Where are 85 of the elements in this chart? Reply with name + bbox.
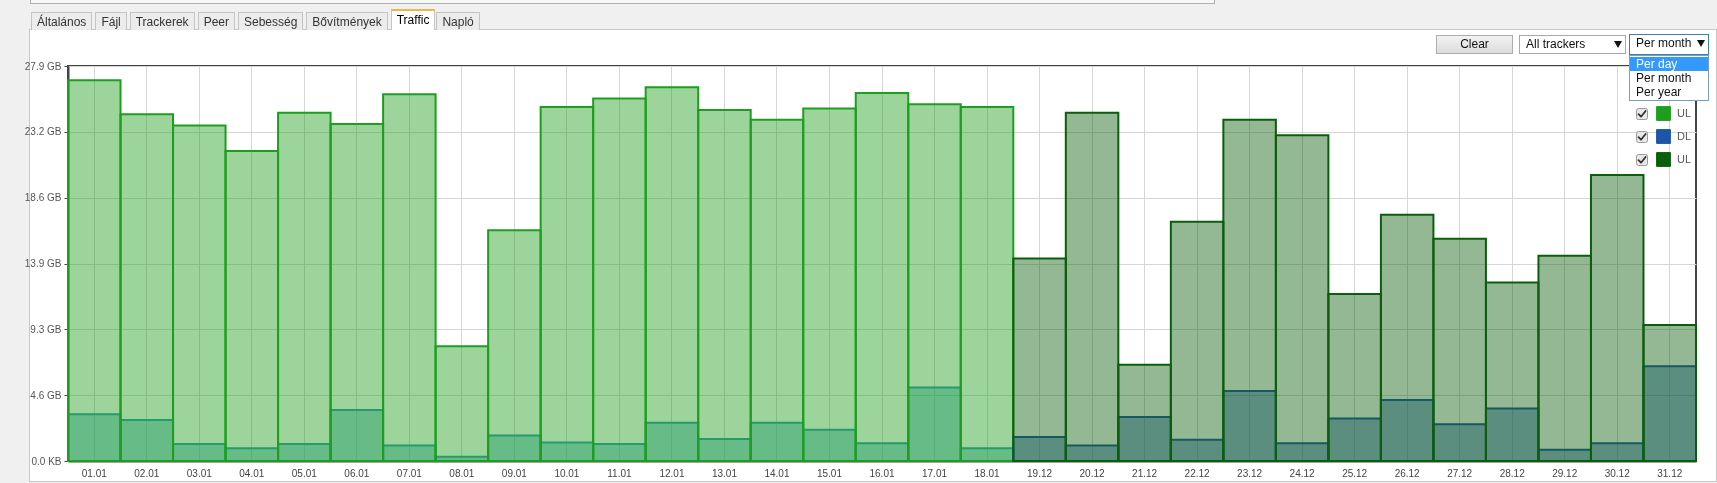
bar: [382, 93, 437, 462]
x-tick-label: 23.12: [1237, 467, 1263, 479]
text: Peer: [197, 12, 235, 30]
x-tick-label: 29.12: [1552, 467, 1578, 479]
text: All trackers: [1519, 35, 1626, 54]
bar: [1169, 220, 1225, 462]
bar: [224, 149, 280, 462]
bar: [802, 107, 857, 462]
x-tick-label: 02.01: [134, 467, 160, 479]
text: Fájl: [95, 12, 127, 30]
bar: [1117, 363, 1172, 462]
y-tick-label: 27.9 GB: [24, 60, 62, 72]
legend-label: UL: [1677, 106, 1692, 119]
text: Bővítmények: [306, 12, 388, 30]
bar: [67, 79, 122, 462]
legend-label: DL: [1677, 129, 1692, 142]
bar: [172, 124, 227, 462]
x-tick-label: 12.01: [659, 467, 685, 479]
legend-label: UL: [1677, 152, 1692, 165]
bar: [487, 229, 542, 462]
bar: [1484, 281, 1540, 462]
x-tick-label: 05.01: [291, 467, 318, 479]
bar: [434, 345, 490, 462]
x-tick-label: 14.01: [764, 467, 790, 479]
annotation: Per month: [1635, 71, 1693, 85]
text: Napló: [436, 12, 480, 30]
bar: [959, 106, 1015, 462]
text: Sebesség: [237, 12, 304, 30]
bar: [592, 97, 647, 462]
x-tick-label: 20.12: [1079, 467, 1106, 479]
bar: [539, 106, 595, 462]
x-tick-label: 26.12: [1394, 467, 1421, 479]
bar: [1274, 134, 1330, 462]
y-tick-label: 9.3 GB: [30, 323, 62, 335]
bar: [119, 113, 175, 462]
x-tick-label: 13.01: [711, 467, 738, 479]
annotation: Per year: [1635, 85, 1683, 99]
x-tick-label: 19.12: [1027, 467, 1053, 479]
bar: [1642, 324, 1697, 462]
text: Trackerek: [129, 12, 195, 30]
bar: [1537, 254, 1592, 462]
x-tick-label: 22.12: [1184, 467, 1211, 479]
text: Általános: [31, 12, 93, 30]
bar: [1327, 292, 1382, 462]
x-tick-label: 04.01: [239, 467, 265, 479]
x-tick-label: 03.01: [186, 467, 213, 479]
text: Per month: [1629, 34, 1709, 55]
x-tick-label: 06.01: [344, 467, 370, 479]
x-tick-label: 15.01: [816, 467, 843, 479]
x-tick-label: 01.01: [81, 467, 108, 479]
x-tick-label: 28.12: [1499, 467, 1526, 479]
x-tick-label: 27.12: [1447, 467, 1473, 479]
bar: [277, 111, 332, 462]
annotation: Per day: [1630, 57, 1708, 71]
x-tick-label: 24.12: [1289, 467, 1316, 479]
x-tick-label: 31.12: [1657, 467, 1683, 479]
bar: [1379, 213, 1435, 462]
x-tick-label: 09.01: [501, 467, 528, 479]
y-tick-label: 13.9 GB: [24, 258, 62, 269]
y-tick-label: 4.6 GB: [30, 389, 62, 401]
bar: [1012, 257, 1067, 462]
x-tick-label: 08.01: [449, 467, 475, 479]
text: Clear: [1436, 35, 1513, 54]
bar: [329, 123, 385, 462]
x-tick-label: 11.01: [607, 467, 632, 479]
x-tick-label: 10.01: [554, 467, 580, 479]
y-tick-label: 18.6 GB: [24, 192, 62, 204]
bar: [749, 118, 805, 462]
bar: [644, 86, 700, 462]
x-tick-label: 18.01: [974, 467, 1000, 479]
x-tick-label: 25.12: [1342, 467, 1368, 479]
bar: [854, 91, 910, 462]
bar: [1064, 111, 1120, 462]
x-tick-label: 17.01: [922, 467, 948, 479]
y-tick-label: 0.0 KB: [31, 455, 62, 467]
bar: [1589, 174, 1645, 462]
x-tick-label: 30.12: [1604, 467, 1631, 479]
bar: [1432, 237, 1487, 462]
y-tick-label: 23.2 GB: [24, 126, 62, 138]
bar: [697, 108, 752, 462]
x-tick-label: 21.12: [1132, 467, 1158, 479]
bar: [1222, 118, 1277, 462]
bar: [907, 103, 962, 462]
x-tick-label: 07.01: [396, 467, 423, 479]
x-tick-label: 16.01: [869, 467, 895, 479]
